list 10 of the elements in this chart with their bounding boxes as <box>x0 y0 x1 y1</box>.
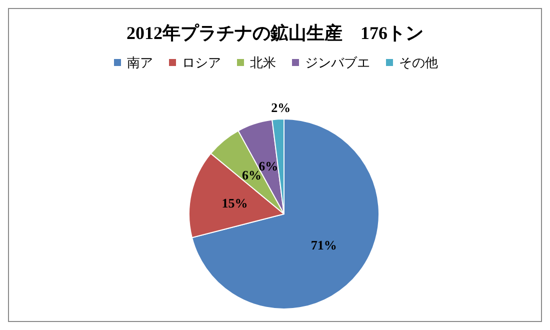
legend-label: その他 <box>399 55 438 70</box>
data-label: 15% <box>222 195 248 210</box>
legend-label: 南ア <box>127 55 153 70</box>
legend-label: 北米 <box>250 55 276 70</box>
legend-label: ロシア <box>182 55 221 70</box>
data-label: 6% <box>258 158 278 174</box>
chart-title: 2012年プラチナの鉱山生産 176トン <box>126 23 424 43</box>
legend-label: ジンバブエ <box>305 55 370 70</box>
data-label: 2% <box>271 100 291 116</box>
data-label: 71% <box>310 237 337 252</box>
